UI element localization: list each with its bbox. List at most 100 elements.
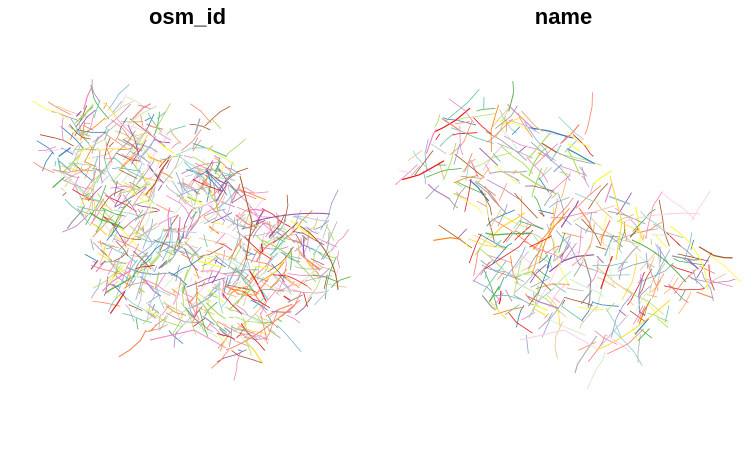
road-segment [115, 131, 121, 142]
road-segment [185, 299, 215, 315]
road-segment [606, 234, 623, 248]
road-segment [609, 242, 615, 287]
road-segment [275, 221, 285, 258]
road-segment [120, 235, 142, 240]
road-segment [126, 267, 167, 276]
road-segment [640, 211, 662, 228]
road-segment [180, 302, 197, 336]
road-segment [264, 310, 279, 341]
road-segment [250, 266, 257, 279]
road-segment [135, 261, 148, 301]
road-segment [490, 212, 525, 239]
road-segment [438, 224, 473, 249]
road-segment [95, 260, 106, 272]
road-segment [149, 286, 171, 296]
road-segment [235, 304, 249, 315]
road-segment [238, 247, 252, 269]
road-segment [144, 117, 152, 122]
road-segment [101, 207, 126, 217]
road-segment [459, 125, 464, 156]
road-segment [175, 172, 183, 192]
road-segment [114, 186, 146, 208]
road-segment [453, 193, 460, 196]
road-segment [209, 292, 214, 296]
road-segment [541, 166, 548, 177]
road-segment [150, 256, 160, 267]
road-segment [480, 189, 492, 216]
road-segment [200, 270, 241, 276]
road-segment [227, 218, 238, 229]
road-segment [538, 209, 554, 215]
road-segment [635, 292, 647, 311]
road-segment [492, 105, 512, 127]
road-segment [494, 165, 518, 185]
road-segment [283, 194, 289, 225]
road-segment [233, 304, 262, 324]
road-segment [197, 198, 219, 210]
road-segment [90, 278, 102, 299]
road-segment [214, 258, 218, 264]
road-segment [296, 280, 305, 288]
road-segment [510, 255, 519, 284]
road-segment [226, 340, 231, 345]
road-segment [90, 238, 94, 251]
road-segment [231, 326, 249, 333]
road-segment [94, 99, 101, 118]
road-segment [61, 117, 64, 142]
road-segment [255, 234, 266, 245]
road-segment [105, 141, 113, 163]
road-segment [664, 305, 670, 323]
road-segment [167, 248, 173, 257]
road-segment [124, 296, 157, 318]
road-segment [539, 212, 545, 217]
road-segment [273, 222, 299, 244]
road-segment [260, 312, 268, 345]
road-segment [168, 230, 181, 234]
road-segment [258, 329, 263, 340]
road-segment [183, 155, 193, 159]
road-segment [554, 321, 563, 359]
road-segment [117, 188, 133, 210]
road-segment [645, 252, 649, 269]
road-segment [306, 278, 321, 307]
road-segment [669, 225, 709, 291]
road-segment [203, 217, 216, 225]
road-segment [243, 246, 250, 273]
road-segment [587, 352, 606, 390]
road-segment [98, 150, 103, 183]
road-segment [199, 320, 205, 333]
road-segment [213, 184, 227, 211]
road-segment [189, 301, 197, 308]
road-segment [456, 113, 496, 122]
road-segment [607, 210, 646, 225]
road-segment [648, 265, 659, 292]
road-segment [178, 235, 189, 240]
road-segment [108, 142, 114, 148]
road-segment [76, 110, 82, 117]
road-segment [97, 148, 122, 151]
road-segment [114, 194, 122, 207]
road-segment [687, 275, 705, 289]
road-segment [242, 290, 271, 309]
road-segment [424, 139, 429, 171]
road-segment [127, 125, 139, 156]
road-segment [161, 158, 170, 160]
road-segment [699, 266, 716, 274]
road-segment [398, 170, 412, 174]
road-segment [175, 264, 180, 282]
road-segment [183, 293, 195, 299]
road-segment [112, 167, 141, 172]
road-segment [671, 255, 701, 261]
road-segment [143, 211, 151, 214]
road-segment [524, 220, 529, 233]
road-segment [260, 243, 264, 253]
road-segment [205, 302, 226, 320]
road-segment [134, 209, 144, 222]
road-segment [69, 124, 84, 139]
road-segment [646, 294, 658, 298]
road-segment [128, 276, 144, 279]
road-segment [637, 268, 652, 297]
road-segment [140, 276, 162, 297]
road-segment [300, 254, 320, 271]
road-segment [142, 226, 144, 232]
